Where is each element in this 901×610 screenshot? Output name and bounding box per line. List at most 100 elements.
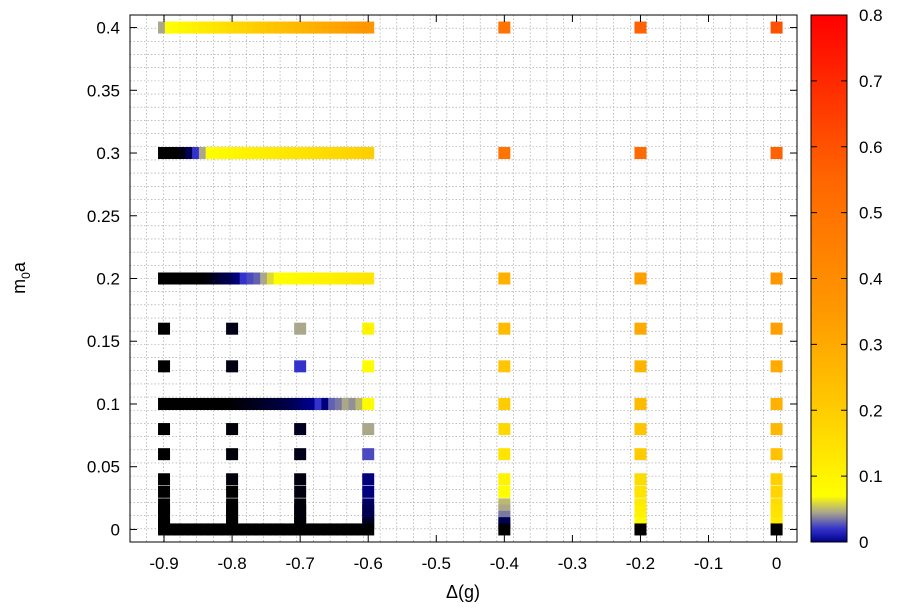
data-point — [158, 485, 171, 498]
colorbar-tick-label: 0 — [859, 533, 868, 552]
data-point — [226, 322, 239, 335]
data-point — [634, 397, 647, 410]
data-point — [634, 360, 647, 373]
data-point — [362, 21, 375, 34]
data-point — [362, 485, 375, 498]
data-point — [362, 360, 375, 373]
data-point — [770, 523, 783, 536]
data-point — [770, 360, 783, 373]
data-point — [498, 523, 511, 536]
colorbar-tick-label: 0.1 — [859, 467, 883, 486]
data-point — [294, 448, 307, 461]
y-tick-label: 0.4 — [96, 19, 120, 38]
data-point — [498, 272, 511, 285]
data-point — [498, 360, 511, 373]
data-point — [634, 423, 647, 436]
x-tick-label: -0.1 — [694, 554, 723, 573]
x-tick-label: -0.5 — [422, 554, 451, 573]
x-tick-label: -0.7 — [286, 554, 315, 573]
y-tick-label: 0.35 — [87, 81, 120, 100]
data-point — [770, 147, 783, 160]
y-tick-label: 0.05 — [87, 458, 120, 477]
data-point — [294, 322, 307, 335]
data-point — [770, 397, 783, 410]
data-point — [770, 322, 783, 335]
y-tick-label: 0.25 — [87, 207, 120, 226]
data-point — [498, 21, 511, 34]
y-axis-ticks: 0 0.05 0.1 0.15 0.2 0.25 0.3 0.35 0.4 — [87, 19, 797, 539]
x-tick-label: -0.8 — [217, 554, 246, 573]
y-axis-label-main: m — [9, 279, 29, 294]
y-tick-label: 0.1 — [96, 395, 120, 414]
y-tick-label: 0.2 — [96, 270, 120, 289]
y-tick-label: 0.15 — [87, 332, 120, 351]
data-point — [158, 322, 171, 335]
colorbar: 0 0.1 0.2 0.3 0.4 0.5 0.6 0.7 0.8 — [810, 6, 883, 552]
colorbar-tick-label: 0.4 — [859, 270, 883, 289]
data-point — [226, 423, 239, 436]
data-point — [634, 523, 647, 536]
colorbar-tick-label: 0.8 — [859, 6, 883, 25]
data-point — [770, 272, 783, 285]
data-point — [770, 21, 783, 34]
data-point — [770, 473, 783, 486]
data-point — [294, 360, 307, 373]
data-point — [770, 448, 783, 461]
data-point — [498, 397, 511, 410]
data-point — [498, 448, 511, 461]
data-point — [634, 485, 647, 498]
data-point — [634, 147, 647, 160]
data-point — [226, 473, 239, 486]
data-point — [362, 397, 375, 410]
data-point — [634, 473, 647, 486]
x-axis-ticks: -0.9 -0.8 -0.7 -0.6 -0.5 -0.4 -0.3 -0.2 -0.1 0 — [149, 15, 781, 573]
data-point — [770, 485, 783, 498]
data-point — [634, 21, 647, 34]
x-tick-label: -0.3 — [558, 554, 587, 573]
data-point — [158, 448, 171, 461]
data-point — [294, 473, 307, 486]
data-point — [226, 448, 239, 461]
data-point — [226, 360, 239, 373]
data-point — [362, 473, 375, 486]
data-point — [362, 272, 375, 285]
data-point — [158, 360, 171, 373]
colorbar-ticks: 0 0.1 0.2 0.3 0.4 0.5 0.6 0.7 0.8 — [811, 6, 883, 552]
colorbar-tick-label: 0.7 — [859, 72, 883, 91]
x-tick-label: -0.4 — [490, 554, 519, 573]
data-point — [498, 485, 511, 498]
data-point — [634, 272, 647, 285]
data-point — [498, 423, 511, 436]
data-point — [498, 473, 511, 486]
x-tick-label: -0.2 — [626, 554, 655, 573]
x-axis-label: Δ(g) — [446, 582, 480, 602]
data-point — [294, 485, 307, 498]
data-point — [634, 322, 647, 335]
y-axis-label-tail: a — [9, 261, 29, 272]
y-axis-label: m0a — [9, 261, 33, 294]
x-tick-label: -0.9 — [149, 554, 178, 573]
x-tick-label: -0.6 — [354, 554, 383, 573]
data-point — [158, 423, 171, 436]
data-point — [498, 322, 511, 335]
data-point — [362, 147, 375, 160]
colorbar-tick-label: 0.6 — [859, 138, 883, 157]
data-point — [362, 523, 375, 536]
y-tick-label: 0 — [111, 520, 120, 539]
colorbar-tick-label: 0.2 — [859, 401, 883, 420]
data-point — [634, 448, 647, 461]
colorbar-tick-label: 0.3 — [859, 335, 883, 354]
data-point — [362, 448, 375, 461]
data-point — [498, 147, 511, 160]
data-point — [158, 473, 171, 486]
data-point — [294, 423, 307, 436]
data-points — [158, 21, 783, 536]
y-axis-label-subscript: 0 — [19, 272, 33, 279]
colorbar-tick-label: 0.5 — [859, 204, 883, 223]
data-point — [362, 322, 375, 335]
y-tick-label: 0.3 — [96, 144, 120, 163]
data-point — [362, 423, 375, 436]
data-point — [770, 423, 783, 436]
data-point — [226, 485, 239, 498]
